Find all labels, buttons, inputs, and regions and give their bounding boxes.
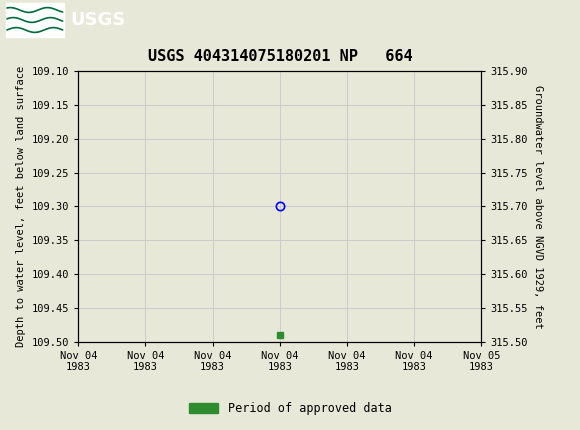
Text: USGS: USGS — [71, 11, 126, 29]
FancyBboxPatch shape — [6, 3, 64, 37]
Y-axis label: Depth to water level, feet below land surface: Depth to water level, feet below land su… — [16, 66, 26, 347]
Y-axis label: Groundwater level above NGVD 1929, feet: Groundwater level above NGVD 1929, feet — [534, 85, 543, 328]
Legend: Period of approved data: Period of approved data — [184, 397, 396, 420]
Title: USGS 404314075180201 NP   664: USGS 404314075180201 NP 664 — [147, 49, 412, 64]
